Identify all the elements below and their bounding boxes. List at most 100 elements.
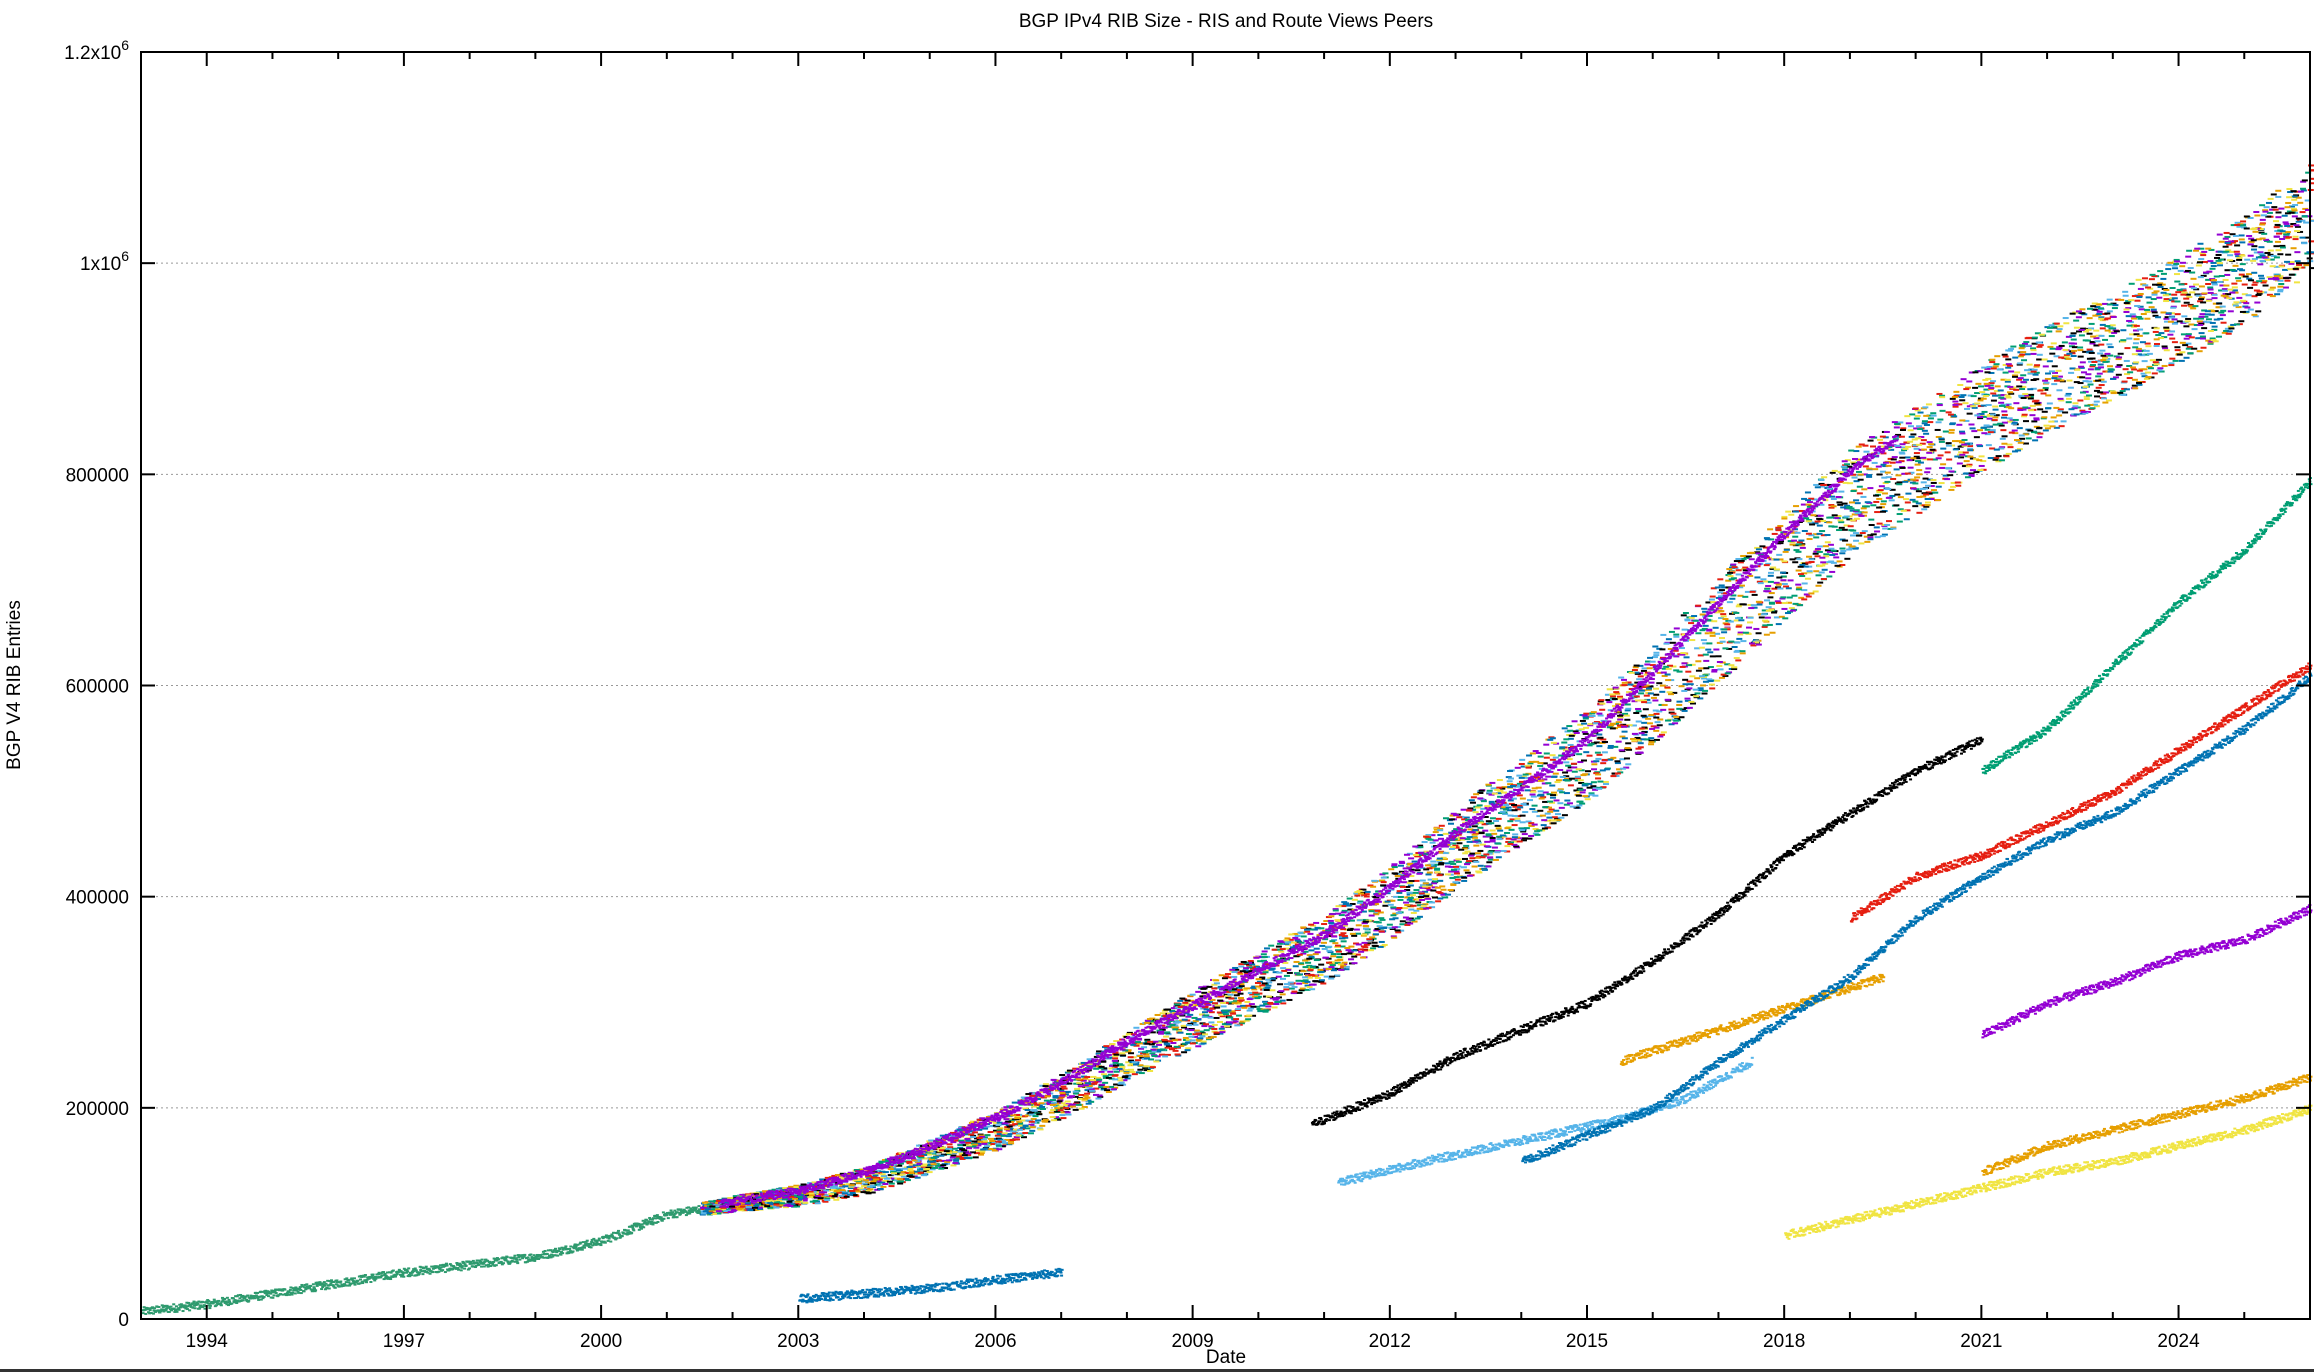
data-point <box>1823 553 1830 556</box>
data-point <box>468 1262 472 1265</box>
data-point <box>1426 867 1433 870</box>
data-point <box>1217 1032 1224 1035</box>
data-point <box>1925 467 1932 470</box>
data-point <box>1081 1075 1088 1078</box>
data-point <box>1172 1049 1179 1052</box>
data-point <box>678 1212 682 1215</box>
data-point <box>143 1308 147 1311</box>
data-point <box>2133 338 2140 341</box>
data-point <box>1721 592 1728 595</box>
data-point <box>1526 837 1533 840</box>
data-point <box>1486 852 1493 855</box>
data-point <box>1837 519 1844 522</box>
data-point <box>1798 544 1805 547</box>
data-point <box>2198 285 2205 288</box>
data-point <box>1588 792 1595 795</box>
data-point <box>841 1194 848 1197</box>
data-point <box>1861 488 1868 491</box>
data-point <box>1984 367 1991 370</box>
data-point <box>1699 613 1706 616</box>
data-point <box>923 1170 930 1173</box>
data-point <box>684 1214 688 1217</box>
data-point <box>480 1258 484 1261</box>
data-point <box>957 1150 964 1153</box>
data-point <box>630 1232 634 1235</box>
data-point <box>155 1305 159 1308</box>
data-point <box>1904 509 1911 512</box>
data-point <box>1143 1053 1150 1056</box>
data-point <box>1804 491 1811 494</box>
data-point <box>1080 1079 1087 1082</box>
data-point <box>481 1261 485 1264</box>
data-point <box>2223 231 2230 234</box>
data-point <box>1397 864 1404 867</box>
data-point <box>1813 550 1820 553</box>
data-point <box>1148 1058 1155 1061</box>
data-point <box>620 1235 624 1238</box>
data-point <box>1452 844 1459 847</box>
data-point <box>1653 738 1660 741</box>
data-point <box>1597 736 1604 739</box>
data-point <box>398 1273 402 1276</box>
data-point <box>1290 992 1297 995</box>
data-point <box>537 1257 541 1260</box>
data-point <box>1424 893 1431 896</box>
data-point <box>895 1169 902 1172</box>
data-point <box>1846 505 1853 508</box>
data-point <box>405 1271 409 1274</box>
data-point <box>184 1307 188 1310</box>
data-point <box>1023 1101 1030 1104</box>
data-point <box>1964 407 1971 410</box>
data-point <box>306 1285 310 1288</box>
data-point <box>1507 820 1514 823</box>
data-point <box>1611 772 1618 775</box>
data-point <box>2258 255 2265 258</box>
data-point <box>1096 1094 1103 1097</box>
data-point <box>1471 825 1478 828</box>
data-point <box>1610 756 1617 759</box>
data-point <box>437 1267 441 1270</box>
data-point <box>223 1301 227 1304</box>
data-point <box>529 1253 533 1256</box>
data-point <box>1589 712 1596 715</box>
data-point <box>557 1250 561 1253</box>
data-point <box>2257 251 2264 254</box>
data-point <box>1262 1010 1269 1013</box>
data-point <box>2018 347 2025 350</box>
data-point <box>1510 838 1517 841</box>
data-point <box>1895 435 1902 438</box>
data-point <box>2082 412 2089 415</box>
data-point <box>565 1252 569 1255</box>
data-point <box>1192 1023 1199 1026</box>
data-point <box>1524 789 1531 792</box>
data-point <box>1485 865 1492 868</box>
data-point <box>1726 601 1733 604</box>
data-point <box>1342 936 1349 939</box>
data-point <box>1276 971 1283 974</box>
data-point <box>2164 329 2171 332</box>
data-point <box>1245 1004 1252 1007</box>
data-point <box>890 1166 897 1169</box>
data-point <box>1942 430 1949 433</box>
data-point <box>1057 1087 1064 1090</box>
data-point <box>675 1216 679 1219</box>
data-point <box>1096 1050 1103 1053</box>
data-point <box>1697 689 1704 692</box>
data-point <box>2137 287 2144 290</box>
data-point <box>601 1237 605 1240</box>
data-point <box>1649 664 1656 667</box>
data-point <box>1119 1065 1126 1068</box>
data-point <box>1280 1002 1287 1005</box>
data-point <box>349 1282 353 1285</box>
data-point <box>661 1211 665 1214</box>
data-point <box>1053 1102 1060 1105</box>
data-point <box>1546 793 1553 796</box>
data-point <box>1343 965 1350 968</box>
data-point <box>1702 624 1709 627</box>
data-point <box>1429 834 1436 837</box>
data-point <box>2046 360 2053 363</box>
data-point <box>1930 489 1937 492</box>
data-point <box>377 1271 381 1274</box>
data-point <box>585 1239 589 1242</box>
data-point <box>1292 965 1299 968</box>
